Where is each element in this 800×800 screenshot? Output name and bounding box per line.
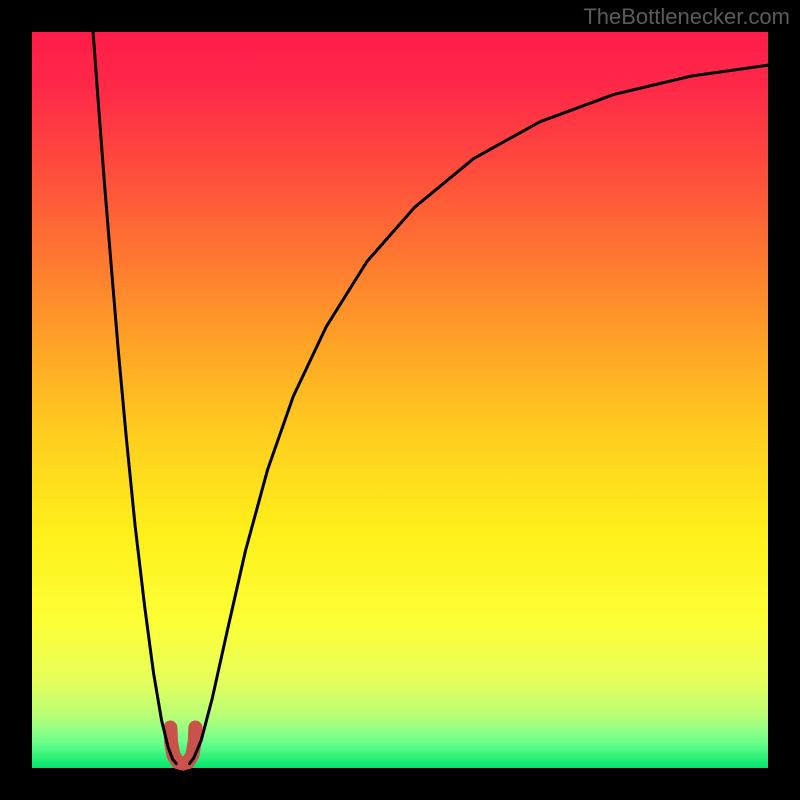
curves-layer bbox=[32, 32, 768, 768]
plot-area bbox=[32, 32, 768, 768]
bottleneck-curve-left bbox=[93, 32, 176, 764]
watermark-text: TheBottlenecker.com bbox=[583, 4, 790, 30]
bottleneck-curve-right bbox=[190, 65, 769, 763]
trough-marker bbox=[170, 728, 195, 764]
chart-frame: TheBottlenecker.com bbox=[0, 0, 800, 800]
